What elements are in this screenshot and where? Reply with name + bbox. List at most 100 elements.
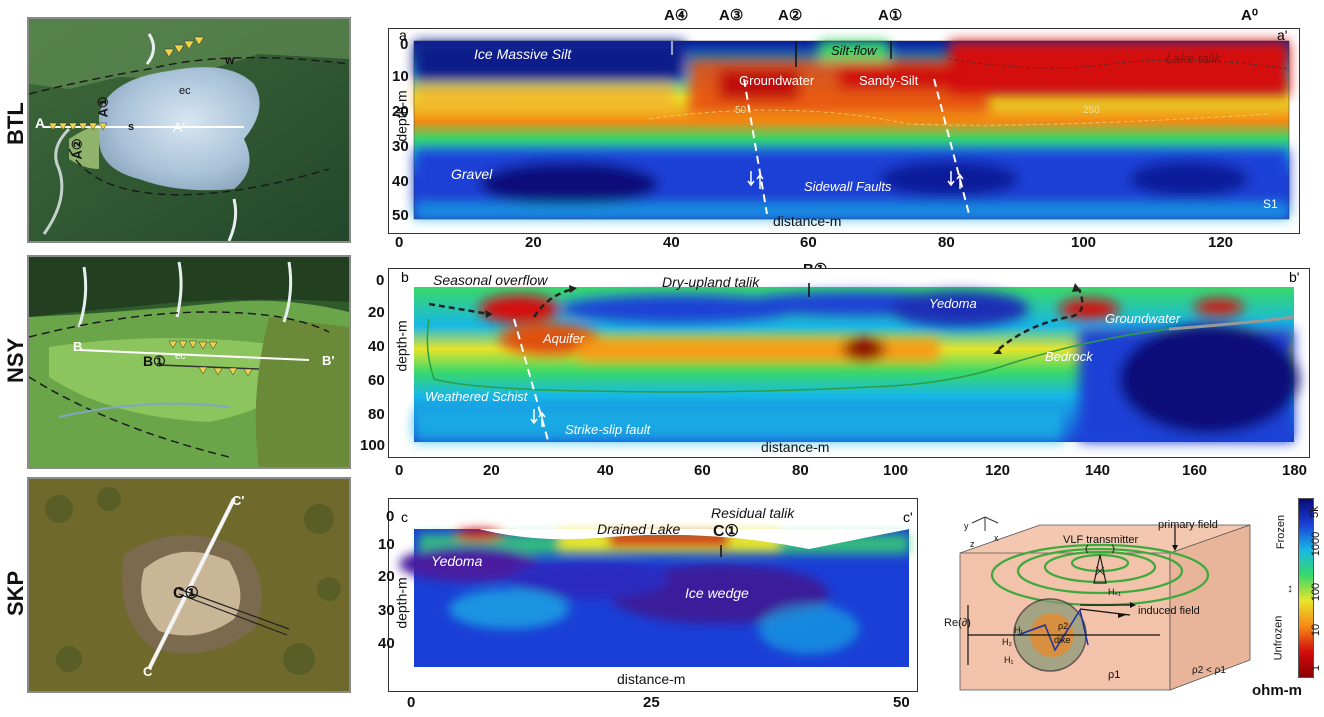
row-label-btl: BTL [3, 102, 28, 145]
label-axis-y: y [964, 521, 969, 531]
tick-label: 40 [378, 635, 395, 652]
label-ice-wedge: Ice wedge [685, 585, 749, 601]
tick-label: 10 [392, 68, 409, 85]
site-photo-skp: C C' C① [27, 477, 351, 693]
row-label-nsy: NSY [3, 337, 28, 383]
colorbar-label-unfrozen: Unfrozen [1272, 615, 1285, 661]
tick-label: 80 [938, 234, 955, 251]
colorbar-tick-100: 100 [1310, 582, 1323, 602]
label-contour-250: 250 [1083, 105, 1100, 116]
photo-label-a: A [35, 115, 46, 131]
label-s1: S1 [1263, 197, 1278, 211]
tick-label: 50 [392, 207, 409, 224]
site-photo-nsy: B B' B① ec [27, 255, 351, 469]
label-h2: H₂ [1002, 637, 1012, 647]
label-silt-flow: Silt-flow [831, 43, 877, 58]
tick-label: 100 [360, 437, 386, 454]
tick-label: 100 [883, 462, 909, 479]
photo-label-s: s [128, 121, 135, 133]
tick-label: 0 [386, 508, 395, 525]
label-dry-upland-talik: Dry-upland talik [662, 274, 760, 290]
label-dike: dike [1054, 635, 1071, 645]
tick-label: 20 [525, 234, 542, 251]
photo-label-a1: A① [95, 96, 111, 118]
colorbar-gradient [1298, 498, 1314, 678]
label-ht: Hₜ [1014, 625, 1024, 635]
label-induced-field: induced field [1138, 605, 1200, 617]
photo-label-a2: A② [69, 138, 85, 160]
site-photo-btl: A A' A① A② w ec s [27, 17, 351, 243]
colorbar-unit: ohm-m [1252, 682, 1302, 699]
label-lake-talik: Lake talik [1166, 51, 1221, 66]
label-h1: H₁ [1004, 655, 1014, 665]
panel-b-letter-end: b' [1289, 269, 1300, 285]
panel-a-letter: a [399, 27, 407, 43]
label-strike-slip-fault: Strike-slip fault [565, 422, 651, 437]
tick-label: 120 [1208, 234, 1234, 251]
colorbar-label-frozen: Frozen [1275, 514, 1288, 550]
label-weathered-schist: Weathered Schist [425, 389, 528, 404]
label-contour-50: 50 [735, 105, 747, 116]
label-yedoma-c: Yedoma [431, 553, 483, 569]
colorbar-tick-1000: 1000 [1310, 531, 1323, 557]
tick-label: 40 [368, 338, 385, 355]
label-axis-z: z [970, 539, 975, 549]
tick-label: 50 [893, 694, 910, 711]
colorbar-tick-1: 1 [1310, 664, 1323, 672]
panel-a-xlabel: distance-m [773, 213, 842, 229]
label-sandy-silt: Sandy-Silt [859, 73, 919, 88]
tick-label: 20 [483, 462, 500, 479]
panel-c-yticks: 0 10 20 30 40 [378, 508, 408, 668]
tick-label: 30 [378, 602, 395, 619]
tick-label: 40 [597, 462, 614, 479]
photo-label-a-prime: A' [173, 119, 186, 135]
photo-label-c1: C① [173, 585, 199, 602]
label-groundwater-a: Groundwater [739, 73, 815, 88]
colorbar-tick-5k: 5k [1308, 506, 1321, 518]
label-groundwater-b: Groundwater [1105, 311, 1181, 326]
panel-a-letter-end: a' [1277, 27, 1288, 43]
tick-label: 0 [376, 272, 385, 289]
tick-label: 60 [368, 372, 385, 389]
tick-label: 140 [1085, 462, 1111, 479]
panel-b-yticks: 0 20 40 60 80 100 [360, 272, 396, 454]
tick-label: 20 [378, 568, 395, 585]
tick-label: 0 [395, 462, 404, 479]
photo-label-w: w [225, 53, 235, 67]
panel-b-letter: b [401, 269, 409, 285]
label-re: Re(∂) [944, 617, 971, 629]
tick-label: 0 [395, 234, 404, 251]
label-yedoma-b: Yedoma [929, 296, 977, 311]
tick-label: 10 [378, 536, 395, 553]
tick-label: 80 [368, 406, 385, 423]
marker-a4: A④ [664, 7, 689, 24]
label-bedrock: Bedrock [1045, 349, 1093, 364]
label-sidewall-faults: Sidewall Faults [804, 179, 892, 194]
photo-label-c: C [143, 664, 153, 679]
panel-c-letter: c [401, 509, 408, 525]
panel-c-xticks: 0 25 50 [388, 694, 928, 714]
label-c1: C① [713, 523, 739, 540]
photo-label-ec-nsy: ec [175, 351, 186, 362]
panel-b-ylabel: depth-m [393, 320, 410, 372]
tick-label: 80 [792, 462, 809, 479]
photo-label-c-prime: C' [232, 493, 245, 508]
panel-b-xticks: 0 20 40 60 80 100 120 140 160 180 [388, 462, 1324, 482]
resistivity-section-a: a a' Ice Massive Silt Silt-flow Groundwa… [388, 27, 1300, 234]
vlf-diagram: VLF transmitter primary field induced fi… [930, 505, 1260, 700]
label-vlf-transmitter: VLF transmitter [1063, 534, 1139, 546]
tick-label: 160 [1182, 462, 1208, 479]
tick-label: 30 [392, 138, 409, 155]
panel-c-xlabel: distance-m [617, 671, 686, 687]
label-residual-talik: Residual talik [711, 505, 795, 521]
resistivity-section-b: b b' Seasonal overflow Dry-upland talik … [388, 268, 1310, 458]
panel-a-yticks: 0 10 20 30 40 50 [392, 36, 418, 226]
tick-label: 60 [694, 462, 711, 479]
colorbar-arrows: ↔ [1281, 583, 1295, 595]
marker-a0: A⁰ [1241, 7, 1258, 24]
label-axis-x: x [994, 533, 999, 543]
tick-label: 40 [663, 234, 680, 251]
marker-a3: A③ [719, 7, 744, 24]
label-rho1: ρ1 [1108, 669, 1121, 681]
panel-a-xticks: 0 20 40 60 80 100 120 [388, 234, 1308, 254]
